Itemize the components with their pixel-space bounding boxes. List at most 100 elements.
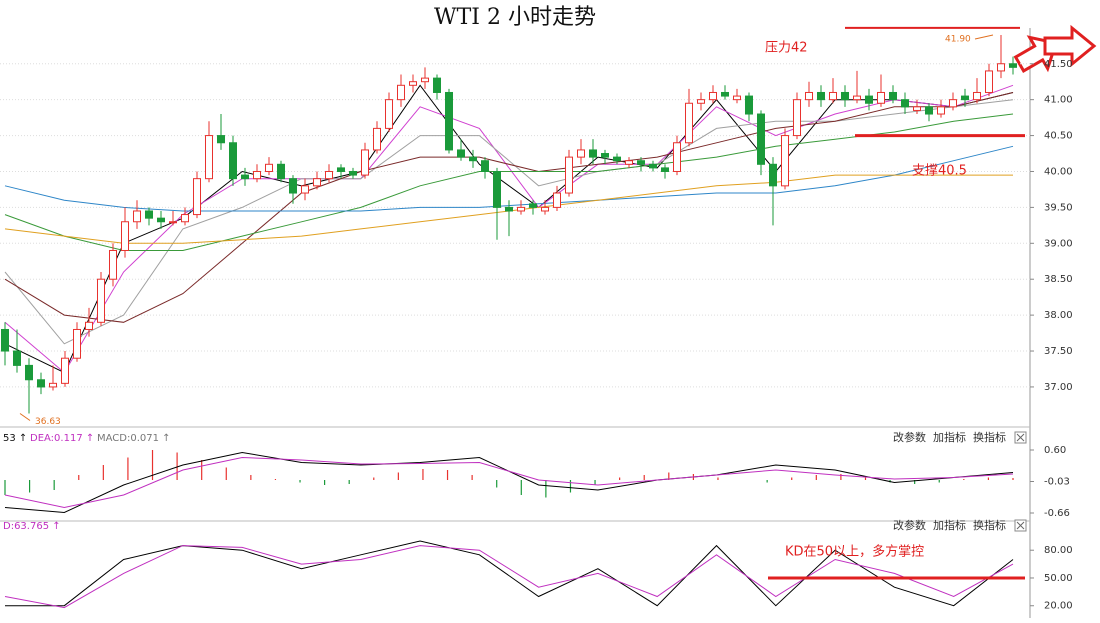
candle-body [169,221,177,224]
resistance-label: 压力42 [765,41,808,56]
candle-body [637,160,645,165]
candle-body [889,91,897,101]
candle-body [601,153,609,158]
candle-body [805,91,813,101]
candle-body [973,91,981,101]
candle-body [85,321,93,330]
candle-body [733,95,741,101]
candle-body [961,95,969,101]
candle-body [853,95,861,101]
candle-body [649,163,657,169]
y-tick-label: 39.50 [1044,202,1073,213]
candle-body [841,91,849,101]
candle-body [817,91,825,101]
candle-body [709,91,717,101]
high-pointer [974,34,994,40]
y-tick-label: 41.50 [1044,59,1073,70]
macd-line [4,456,1014,509]
candle-body [121,221,129,251]
candle-body [157,217,165,223]
moving-average-line [4,113,1014,251]
indicator-button[interactable]: 加指标 [933,518,966,532]
candle-body [529,203,537,208]
candle-body [469,156,477,162]
moving-average-line [4,92,1014,323]
kd-line [4,545,1014,609]
y-tick-label: 41.00 [1044,95,1073,106]
y-tick-label: 0.60 [1044,445,1066,456]
candle-body [553,192,561,208]
candle-body [229,142,237,180]
candle-body [37,379,45,388]
candle-body [25,364,33,381]
candle-body [325,170,333,180]
candle-body [349,170,357,176]
indicator-header: DEA:0.117 ↑ [30,433,94,444]
low-label: 36.63 [35,417,61,427]
candle-body [685,102,693,144]
candle-body [781,135,789,187]
candle-body [793,99,801,137]
candle-body [97,278,105,323]
candle-body [361,149,369,176]
support-label: 支撑40.5 [912,164,967,179]
candle-body [829,91,837,101]
candle-body [205,135,213,180]
candle-body [589,149,597,158]
candle-body [277,163,285,180]
candle-body [937,106,945,115]
candle-body [253,170,261,180]
indicator-button[interactable]: 换指标 [973,518,1006,532]
y-tick-label: 37.00 [1044,382,1073,393]
y-tick-label: 40.00 [1044,166,1073,177]
candle-body [145,210,153,219]
candle-body [517,206,525,212]
candle-body [61,357,69,384]
candle-body [769,163,777,187]
indicator-button[interactable]: 改参数 [893,518,926,532]
y-tick-label: 39.00 [1044,238,1073,249]
candle-body [433,77,441,93]
y-tick-label: 38.00 [1044,310,1073,321]
candle-body [397,84,405,101]
arrow [1043,24,1097,68]
kd-line [5,540,1014,607]
y-tick-label: 38.50 [1044,274,1073,285]
indicator-button[interactable]: 换指标 [973,430,1006,444]
indicator-button[interactable]: 加指标 [933,430,966,444]
candle-body [949,99,957,108]
candle-body [925,106,933,115]
y-tick-label: -0.66 [1044,508,1070,519]
candle-body [109,249,117,280]
y-tick-label: 50.00 [1044,573,1073,584]
candle-body [865,95,873,104]
candle-body [481,160,489,172]
y-tick-label: 37.50 [1044,346,1073,357]
candle-body [745,95,753,115]
indicator-header: MACD:0.071 ↑ [97,433,171,444]
candle-body [133,210,141,223]
candle-body [673,142,681,172]
candle-body [541,206,549,212]
candle-body [385,99,393,129]
candle-body [625,160,633,165]
candle-body [313,178,321,187]
candle-body [73,328,81,359]
candle-body [289,178,297,194]
high-label: 41.90 [945,35,971,45]
candle-body [877,91,885,104]
y-tick-label: 80.00 [1044,545,1073,556]
candle-body [997,63,1005,72]
candle-body [757,113,765,165]
candle-body [337,167,345,172]
y-tick-label: -0.03 [1044,477,1070,488]
candle-body [421,77,429,83]
indicator-header: D:63.765 ↑ [3,521,61,532]
candle-body [577,149,585,158]
indicator-button[interactable]: 改参数 [893,430,926,444]
candle-body [241,174,249,180]
close-icon [1016,433,1025,442]
candle-body [505,206,513,212]
candle-body [301,185,309,194]
